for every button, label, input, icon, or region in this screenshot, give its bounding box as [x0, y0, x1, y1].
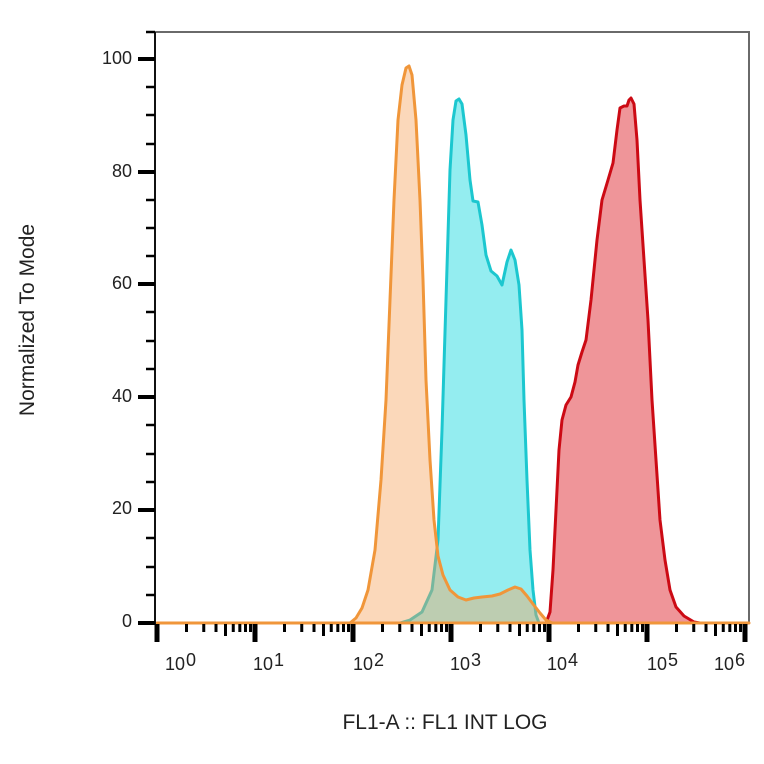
y-tick-40: 40	[111, 386, 132, 406]
x-axis-label: FL1-A :: FL1 INT LOG	[342, 711, 548, 734]
y-tick-0: 0	[121, 611, 132, 631]
series-orange-area	[155, 64, 751, 625]
y-axis-label: Normalized To Mode	[16, 223, 39, 417]
y-tick-60: 60	[111, 273, 132, 293]
y-axis-ticks	[138, 30, 155, 625]
x-tick-1e2: 102	[353, 650, 385, 674]
x-axis-ticks	[154, 624, 748, 642]
x-tick-1e3: 103	[450, 650, 482, 674]
series-red-area	[544, 96, 702, 625]
x-tick-1e0: 100	[165, 650, 197, 674]
y-tick-80: 80	[111, 161, 132, 181]
x-tick-1e1: 101	[253, 650, 285, 674]
x-tick-1e5: 105	[647, 650, 679, 674]
y-tick-20: 20	[111, 498, 132, 518]
y-tick-100: 100	[101, 48, 132, 68]
series-cyan-area	[398, 97, 541, 625]
x-tick-1e6: 106	[714, 650, 746, 674]
x-tick-1e4: 104	[547, 650, 579, 674]
